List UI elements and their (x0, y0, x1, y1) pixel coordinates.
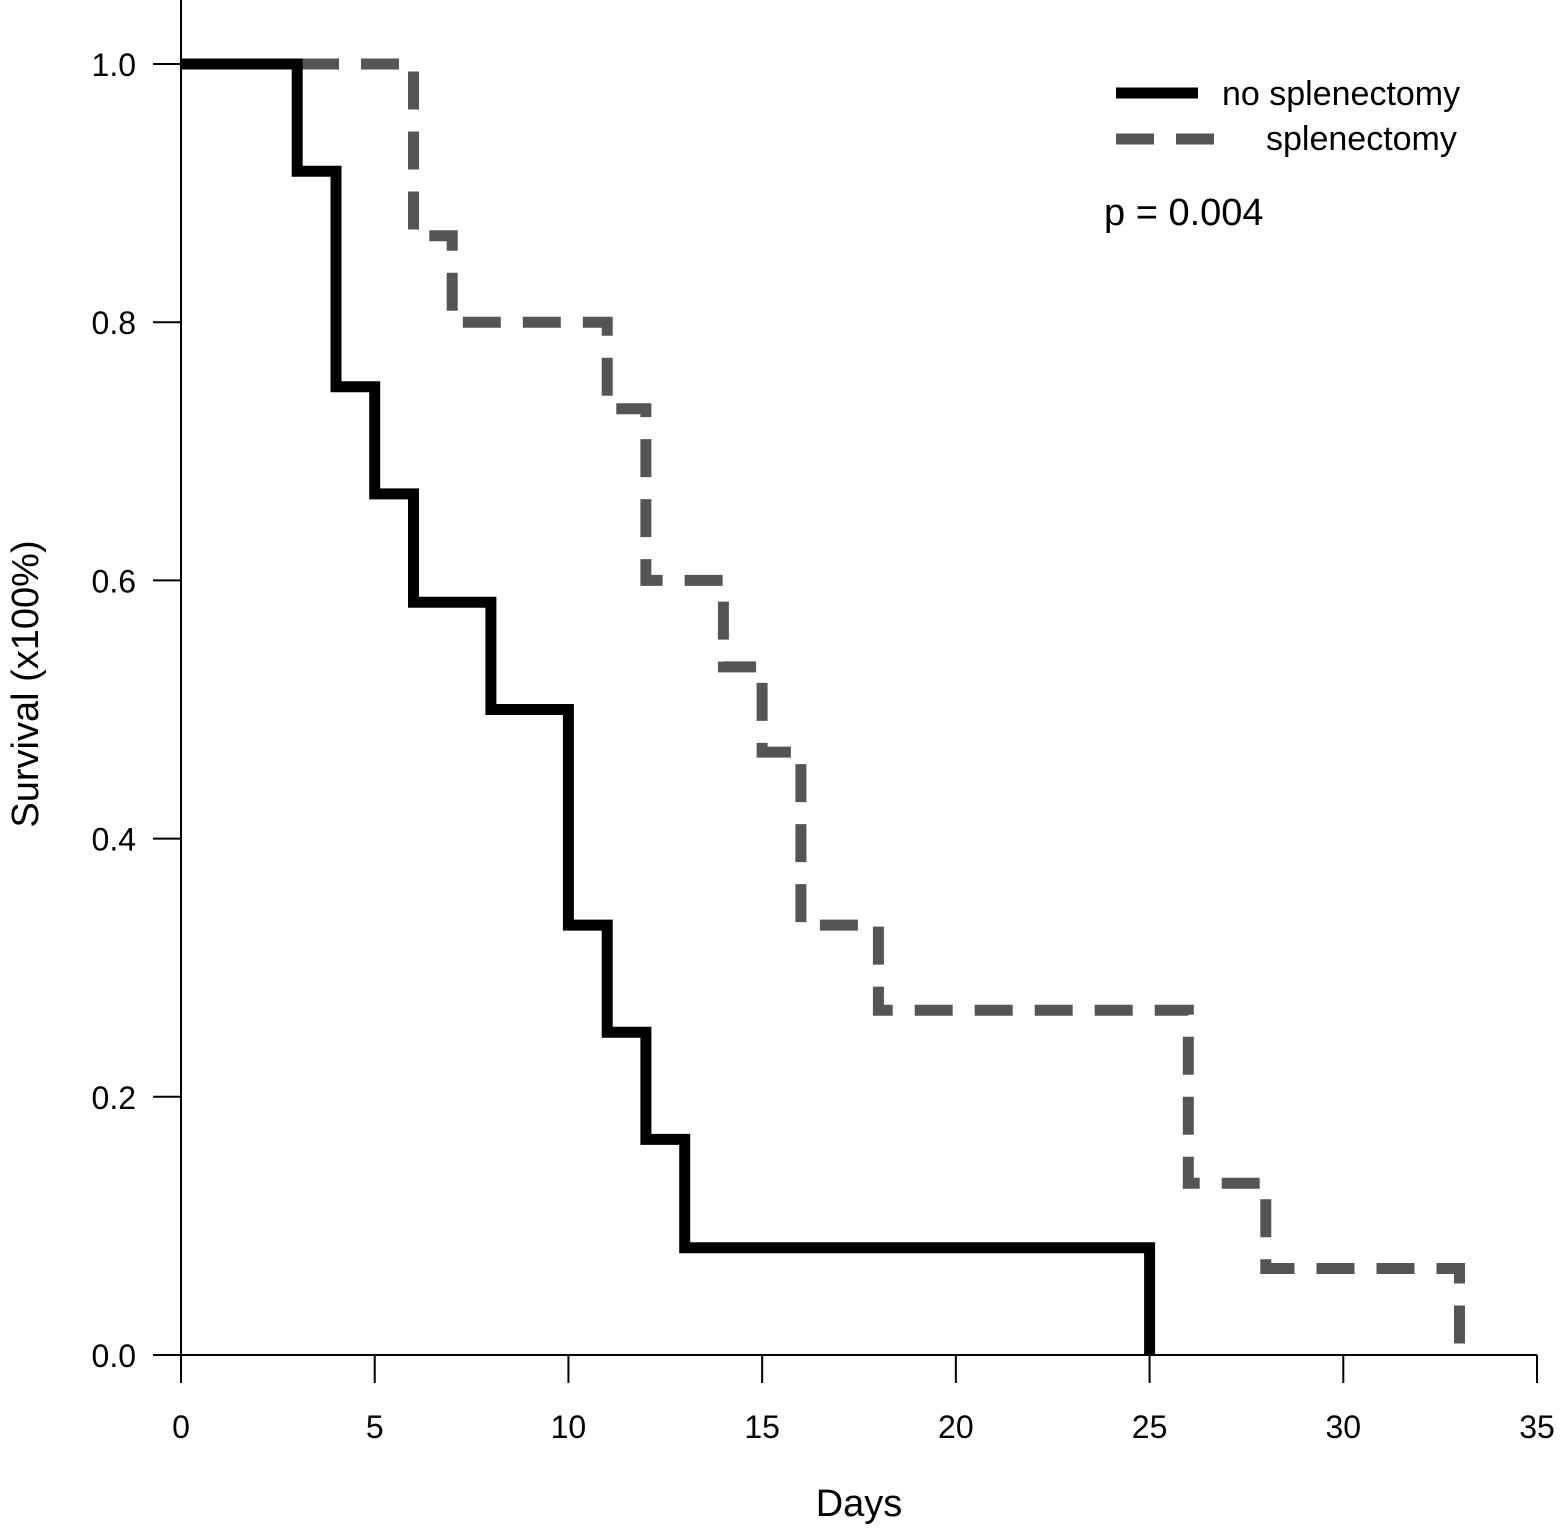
x-ticks: 0 5 10 15 20 25 30 35 (172, 1355, 1555, 1445)
y-tick-label: 1.0 (92, 47, 136, 83)
x-tick-label: 5 (366, 1409, 384, 1445)
x-tick-label: 35 (1519, 1409, 1555, 1445)
series-layer (181, 58, 1465, 1355)
legend-label-splenectomy: splenectomy (1266, 120, 1457, 158)
x-tick-label: 10 (551, 1409, 587, 1445)
legend: no splenectomy splenectomy (1116, 75, 1460, 158)
y-tick-label: 0.0 (92, 1338, 136, 1374)
y-ticks: 0.0 0.2 0.4 0.6 0.8 1.0 (92, 47, 181, 1374)
y-tick-label: 0.8 (92, 305, 136, 341)
x-tick-label: 0 (172, 1409, 190, 1445)
y-axis-title: Survival (x100%) (5, 540, 47, 827)
x-tick-label: 15 (744, 1409, 780, 1445)
axes: 0 5 10 15 20 25 30 35 0.0 0.2 0.4 0.6 0.8 1.0 (92, 0, 1555, 1445)
series-line-no-splenectomy (181, 58, 1156, 1355)
legend-label-no-splenectomy: no splenectomy (1222, 75, 1460, 113)
p-value-annotation: p = 0.004 (1104, 192, 1264, 234)
x-tick-label: 25 (1132, 1409, 1168, 1445)
x-tick-label: 20 (938, 1409, 974, 1445)
x-axis-title: Days (816, 1483, 903, 1525)
y-tick-label: 0.4 (92, 822, 136, 858)
y-tick-label: 0.2 (92, 1080, 136, 1116)
x-tick-label: 30 (1325, 1409, 1361, 1445)
series-line-splenectomy (181, 58, 1465, 1355)
y-tick-label: 0.6 (92, 563, 136, 599)
